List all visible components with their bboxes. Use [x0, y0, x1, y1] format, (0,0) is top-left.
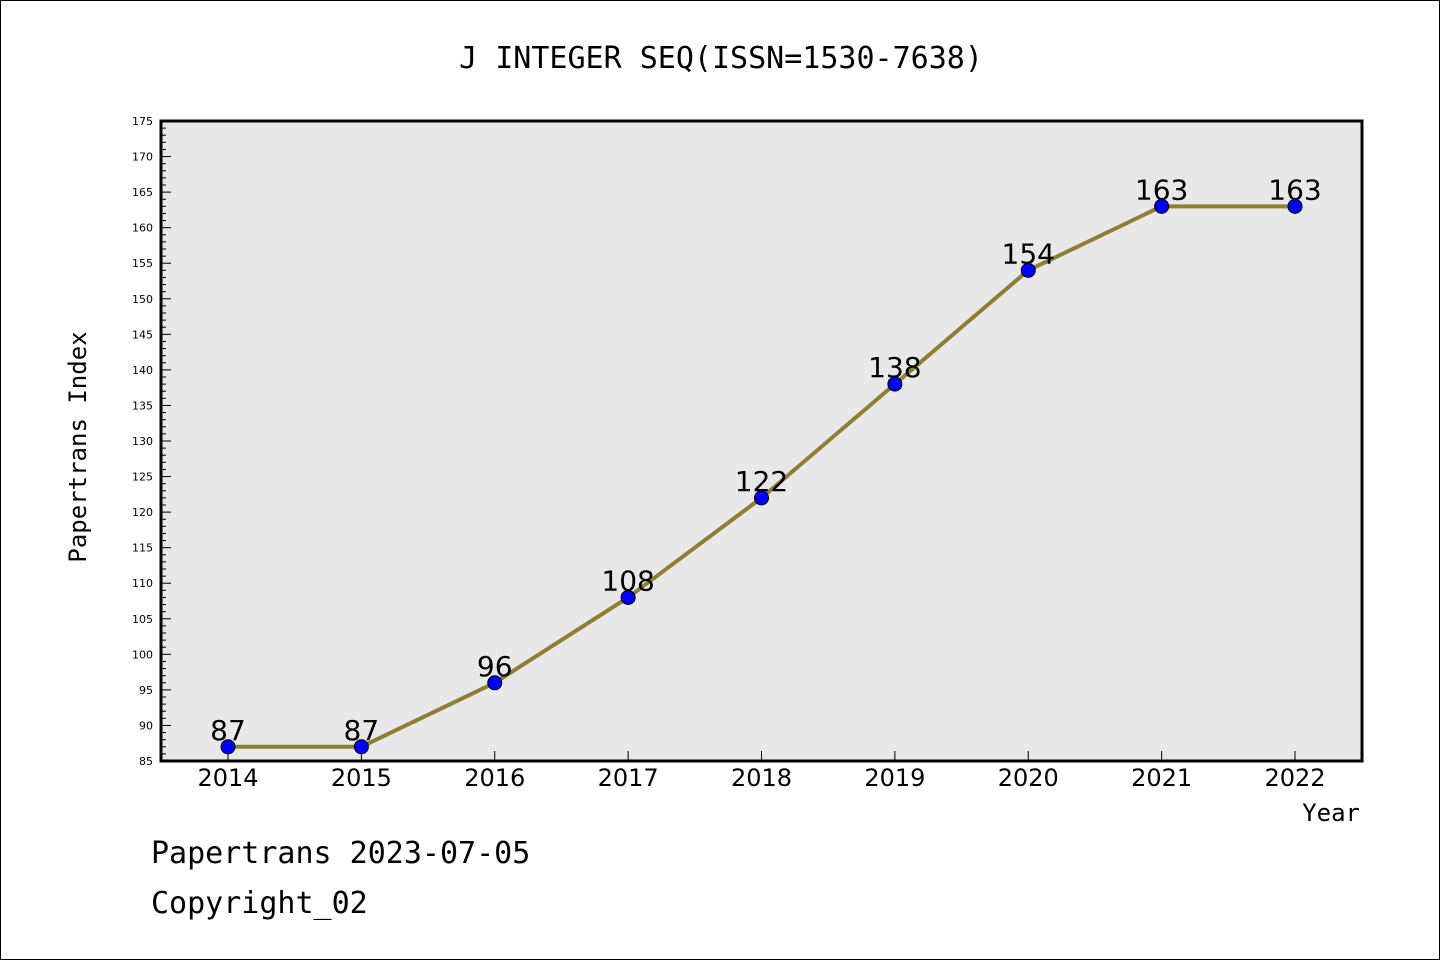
data-labels: 87 87 96 108 122 138 154 163 163	[210, 173, 1322, 746]
x-tick-label: 2015	[331, 764, 392, 792]
y-tick-label: 90	[139, 719, 153, 732]
chart-title: J INTEGER SEQ(ISSN=1530-7638)	[459, 41, 983, 76]
data-label: 154	[1002, 237, 1055, 270]
y-tick-label: 100	[132, 648, 153, 661]
y-tick-label: 170	[132, 151, 153, 164]
data-points	[220, 198, 1303, 755]
x-tick-label: 2019	[864, 764, 925, 792]
y-tick-label: 125	[132, 471, 153, 484]
y-tick-label: 135	[132, 399, 153, 412]
y-tick-label: 165	[132, 186, 153, 199]
x-tick-label: 2020	[998, 764, 1059, 792]
data-point	[620, 589, 636, 605]
data-point	[1154, 198, 1170, 214]
x-axis: 2014 2015 2016 2017 2018 2019 2020 2021 2022	[197, 751, 1326, 792]
x-tick-label: 2018	[731, 764, 792, 792]
data-point	[887, 376, 903, 392]
y-tick-label: 120	[132, 506, 153, 519]
x-tick-label: 2022	[1264, 764, 1325, 792]
data-label: 138	[868, 351, 921, 384]
footer-date: Papertrans 2023-07-05	[151, 836, 531, 871]
y-tick-label: 110	[132, 577, 153, 590]
data-label: 87	[210, 714, 246, 747]
y-tick-label: 130	[132, 435, 153, 448]
data-label: 122	[735, 465, 788, 498]
plot-border	[159, 119, 1364, 763]
y-tick-label: 105	[132, 613, 153, 626]
x-tick-label: 2017	[598, 764, 659, 792]
y-tick-label: 145	[132, 328, 153, 341]
data-point	[754, 490, 769, 506]
y-tick-label: 160	[132, 222, 153, 235]
x-axis-label: Year	[1302, 799, 1360, 827]
y-tick-label: 85	[139, 755, 153, 768]
data-label: 163	[1268, 173, 1321, 206]
y-tick-label: 175	[132, 115, 153, 128]
x-tick-label: 2014	[197, 764, 258, 792]
y-tick-label: 95	[139, 684, 153, 697]
data-label: 87	[344, 714, 380, 747]
y-tick-label: 155	[132, 257, 153, 270]
y-tick-label: 140	[132, 364, 153, 377]
x-tick-label: 2016	[464, 764, 525, 792]
data-label: 96	[477, 650, 513, 683]
footer-copyright: Copyright_02	[151, 886, 368, 921]
x-tick-label: 2021	[1131, 764, 1192, 792]
y-tick-label: 115	[132, 542, 153, 555]
data-point	[487, 675, 503, 691]
y-axis: 85 90 95 100 105 110 115 120 125 130 135 140 145 150 1…	[132, 115, 171, 768]
data-label: 163	[1135, 173, 1188, 206]
data-point	[220, 739, 236, 755]
plot-area	[161, 121, 1362, 761]
data-point	[353, 739, 369, 755]
data-point	[1020, 262, 1036, 278]
y-axis-label: Papertrans Index	[64, 331, 92, 562]
data-label: 108	[601, 564, 654, 597]
y-tick-label: 150	[132, 293, 153, 306]
data-point	[1287, 198, 1303, 214]
